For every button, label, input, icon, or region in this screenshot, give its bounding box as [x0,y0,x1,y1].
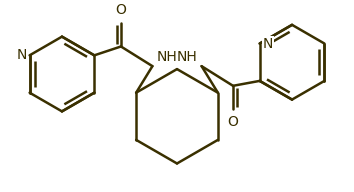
Text: O: O [115,3,126,17]
Text: O: O [228,115,239,129]
Text: N: N [16,48,27,62]
Text: NH: NH [156,50,177,64]
Text: N: N [263,36,273,50]
Text: NH: NH [177,50,198,64]
